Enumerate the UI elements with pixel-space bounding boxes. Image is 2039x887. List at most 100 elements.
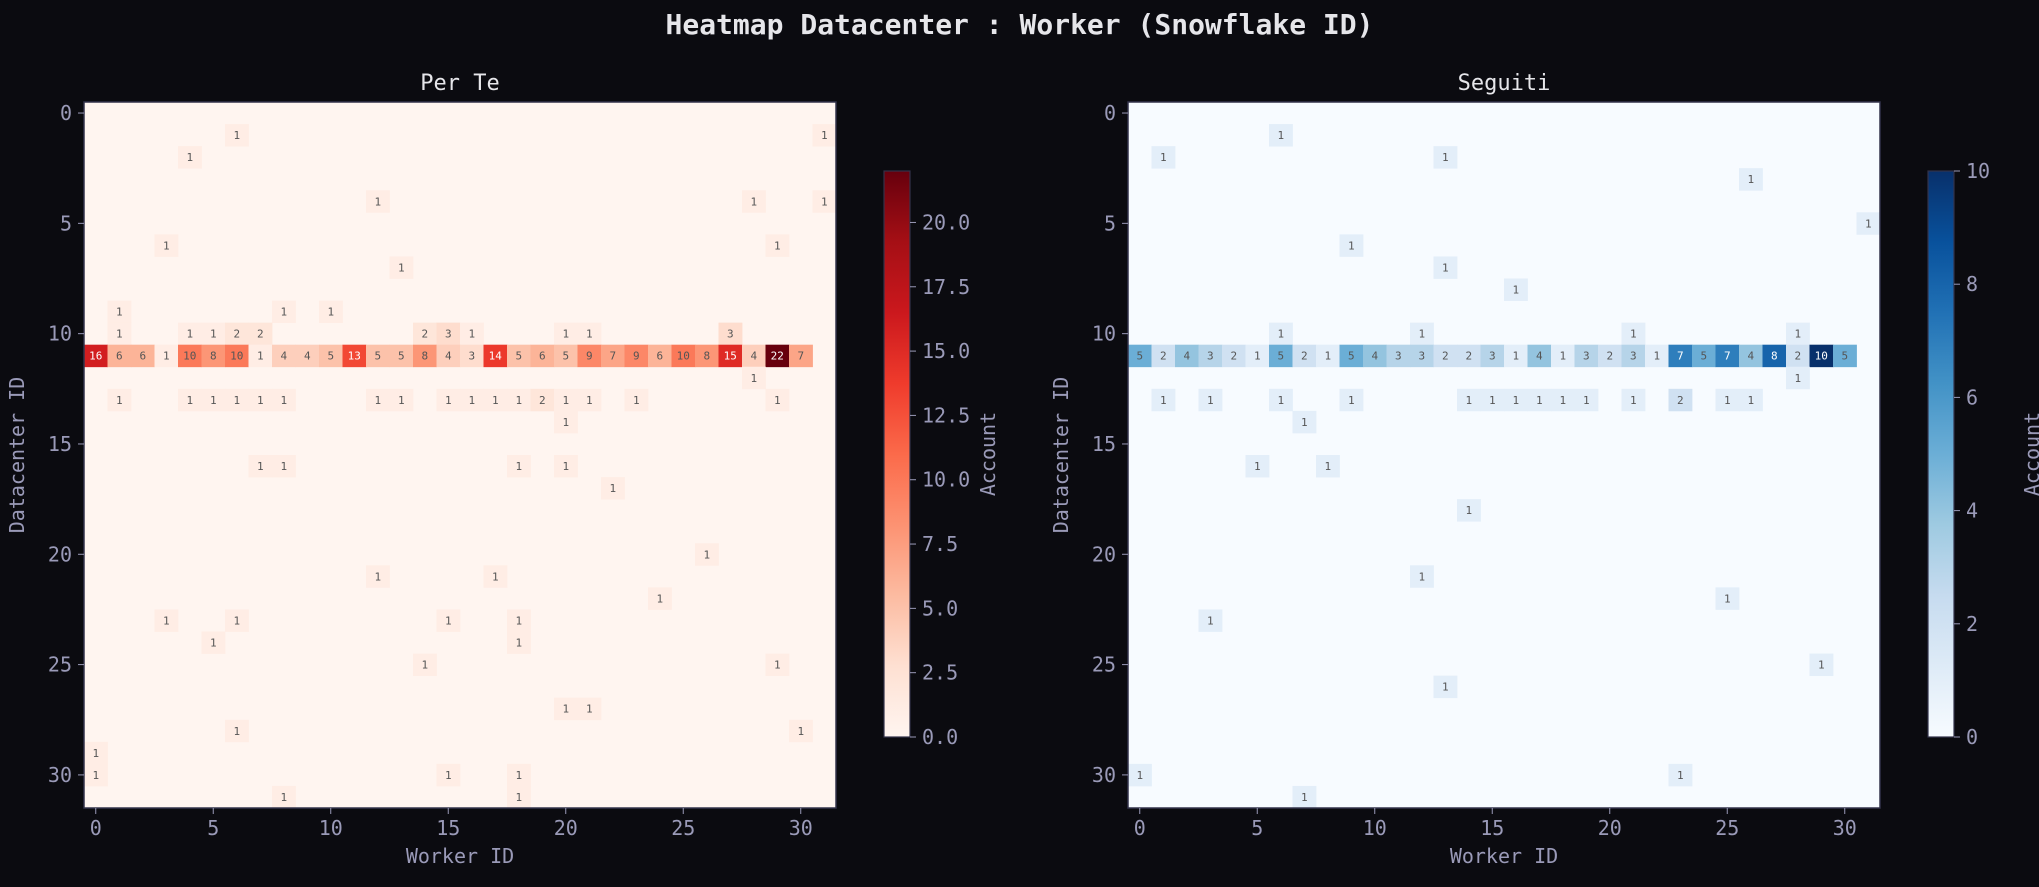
- cell-value-label: 10: [677, 350, 690, 363]
- cell-value-label: 1: [515, 769, 522, 782]
- heatmap-cell: [1339, 344, 1364, 368]
- cell-value-label: 1: [257, 460, 264, 473]
- cell-value-label: 8: [210, 350, 217, 363]
- heatmap-cell: [436, 344, 461, 368]
- cell-value-label: 10: [1815, 350, 1828, 363]
- cell-value-label: 1: [492, 394, 499, 407]
- cell-value-label: 1: [633, 394, 640, 407]
- cell-value-label: 1: [1277, 129, 1284, 142]
- heatmap-cell: [248, 455, 273, 478]
- cell-value-label: 1: [1254, 350, 1261, 363]
- cell-value-label: 1: [1136, 769, 1143, 782]
- cell-value-label: 5: [327, 350, 334, 363]
- heatmap-cell: [1198, 344, 1223, 368]
- cell-value-label: 1: [445, 614, 452, 627]
- heatmap-cell: [413, 653, 437, 677]
- heatmap-cell: [554, 344, 578, 368]
- heatmap-cell: [1410, 322, 1434, 346]
- cell-value-label: 1: [1724, 592, 1731, 605]
- cell-value-label: 2: [1465, 350, 1472, 363]
- cell-value-label: 2: [233, 328, 240, 341]
- heatmap-cell: [1668, 388, 1693, 412]
- cell-value-label: 4: [1371, 350, 1378, 363]
- heatmap-cell: [1715, 587, 1740, 610]
- cell-value-label: 10: [230, 350, 243, 363]
- cell-value-label: 1: [1418, 328, 1425, 341]
- heatmap-cell: [554, 697, 578, 721]
- heatmap-cell: [248, 322, 273, 346]
- y-tick-label: 30: [1092, 763, 1116, 787]
- heatmap-cell: [1762, 344, 1787, 368]
- cell-value-label: 1: [821, 195, 828, 208]
- heatmap-cell: [1621, 344, 1646, 368]
- cell-value-label: 8: [1771, 350, 1778, 363]
- panel-title: Seguiti: [1458, 71, 1551, 96]
- cell-value-label: 1: [374, 394, 381, 407]
- heatmap-cell: [1410, 565, 1434, 588]
- y-tick-label: 20: [48, 542, 72, 566]
- heatmap-cell: [1410, 344, 1434, 368]
- cell-value-label: 1: [1818, 659, 1825, 672]
- cell-value-label: 1: [280, 791, 287, 804]
- cell-value-label: 1: [163, 239, 170, 252]
- cell-value-label: 1: [257, 394, 264, 407]
- cell-value-label: 1: [586, 394, 593, 407]
- cell-value-label: 5: [398, 350, 405, 363]
- cell-value-label: 3: [1489, 350, 1496, 363]
- heatmap-cell: [107, 388, 132, 412]
- heatmap-cell: [624, 344, 649, 368]
- cell-value-label: 9: [633, 350, 640, 363]
- cell-value-label: 1: [186, 394, 193, 407]
- heatmap-cell: [460, 388, 484, 412]
- x-tick-label: 30: [1833, 816, 1857, 840]
- colorbar-tick-label: 0.0: [922, 725, 958, 749]
- cell-value-label: 14: [489, 350, 503, 363]
- plot-frame: [1127, 101, 1881, 809]
- cell-value-label: 1: [1677, 769, 1684, 782]
- cell-value-label: 1: [1348, 394, 1355, 407]
- heatmap-cell: [577, 322, 602, 346]
- cell-value-label: 2: [1442, 350, 1449, 363]
- heatmap-cell: [1621, 322, 1646, 346]
- cell-value-label: 1: [774, 394, 781, 407]
- heatmap-cell: [530, 388, 555, 412]
- cell-value-label: 1: [515, 791, 522, 804]
- heatmap-cell: [1715, 388, 1740, 412]
- x-tick-label: 15: [1480, 816, 1504, 840]
- cell-value-label: 5: [1348, 350, 1355, 363]
- heatmap-cell: [1433, 146, 1458, 169]
- heatmap-cell: [507, 631, 531, 654]
- cell-value-label: 1: [562, 394, 569, 407]
- cell-value-label: 5: [1841, 350, 1848, 363]
- heatmap-cell: [530, 344, 555, 368]
- x-tick-label: 0: [90, 816, 102, 840]
- heatmap-cell: [1457, 499, 1481, 522]
- cell-value-label: 4: [1536, 350, 1543, 363]
- cell-value-label: 1: [1301, 416, 1308, 429]
- cell-value-label: 1: [1301, 791, 1308, 804]
- cell-value-label: 1: [750, 372, 757, 385]
- cell-value-label: 1: [280, 394, 287, 407]
- y-tick-label: 10: [1092, 322, 1116, 346]
- heatmap-cell: [718, 322, 743, 346]
- cell-value-label: 1: [233, 129, 240, 142]
- cell-value-label: 3: [1630, 350, 1637, 363]
- cell-value-label: 1: [515, 460, 522, 473]
- y-tick-label: 20: [1092, 542, 1116, 566]
- cell-value-label: 1: [656, 592, 663, 605]
- heatmap-cell: [507, 785, 531, 809]
- heatmap-cell: [225, 388, 249, 412]
- heatmap-cell: [178, 388, 202, 412]
- heatmap-cell: [460, 322, 484, 346]
- colorbar-tick-label: 4: [1966, 499, 1978, 523]
- cell-value-label: 1: [257, 350, 264, 363]
- heatmap-cell: [1786, 366, 1810, 390]
- cell-value-label: 8: [703, 350, 710, 363]
- heatmap-cell: [671, 344, 696, 368]
- cell-value-label: 1: [468, 328, 475, 341]
- cell-value-label: 1: [1489, 394, 1496, 407]
- heatmap-cell: [1292, 410, 1317, 434]
- heatmap-cell: [107, 322, 132, 346]
- cell-value-label: 1: [92, 747, 99, 760]
- heatmap-cell: [1574, 344, 1599, 368]
